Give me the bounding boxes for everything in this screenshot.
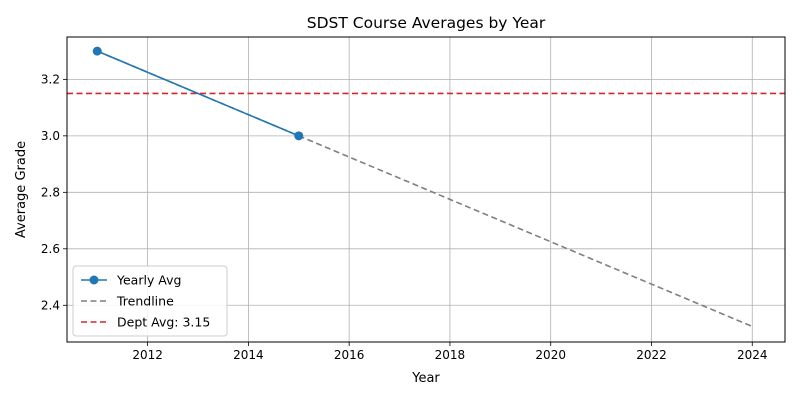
y-axis-label: Average Grade <box>14 141 29 238</box>
legend-label-yearly-avg: Yearly Avg <box>116 273 181 288</box>
x-tick-label: 2014 <box>233 348 264 362</box>
y-tick-label: 2.6 <box>41 242 60 256</box>
x-axis-label: Year <box>411 371 440 386</box>
legend-marker-yearly-avg <box>89 275 99 285</box>
x-tick-label: 2022 <box>636 348 667 362</box>
y-tick-label: 3.0 <box>41 129 60 143</box>
chart-title: SDST Course Averages by Year <box>307 14 546 32</box>
series-layer <box>67 46 785 328</box>
x-tick-label: 2012 <box>132 348 163 362</box>
x-tick-label: 2020 <box>535 348 566 362</box>
x-tick-label: 2018 <box>435 348 466 362</box>
plot-area-frame <box>66 36 786 343</box>
y-tick-label: 2.4 <box>41 298 60 312</box>
y-tick-label: 2.8 <box>41 185 60 199</box>
y-tick-label: 3.2 <box>41 72 60 86</box>
yearly-avg-point <box>92 46 102 56</box>
legend-label-trendline: Trendline <box>116 294 174 309</box>
ticks: 2012 2014 2016 2018 2020 2022 2024 2.4 2.6 2.8 3.0… <box>41 72 768 362</box>
yearly-avg-point <box>294 131 304 141</box>
x-tick-label: 2024 <box>737 348 768 362</box>
yearly-avg-line <box>96 50 300 137</box>
legend-label-dept-avg: Dept Avg: 3.15 <box>117 315 210 330</box>
legend-frame <box>72 265 228 337</box>
legend: Yearly Avg Trendline Dept Avg: 3.15 <box>72 265 228 337</box>
x-tick-label: 2016 <box>334 348 365 362</box>
